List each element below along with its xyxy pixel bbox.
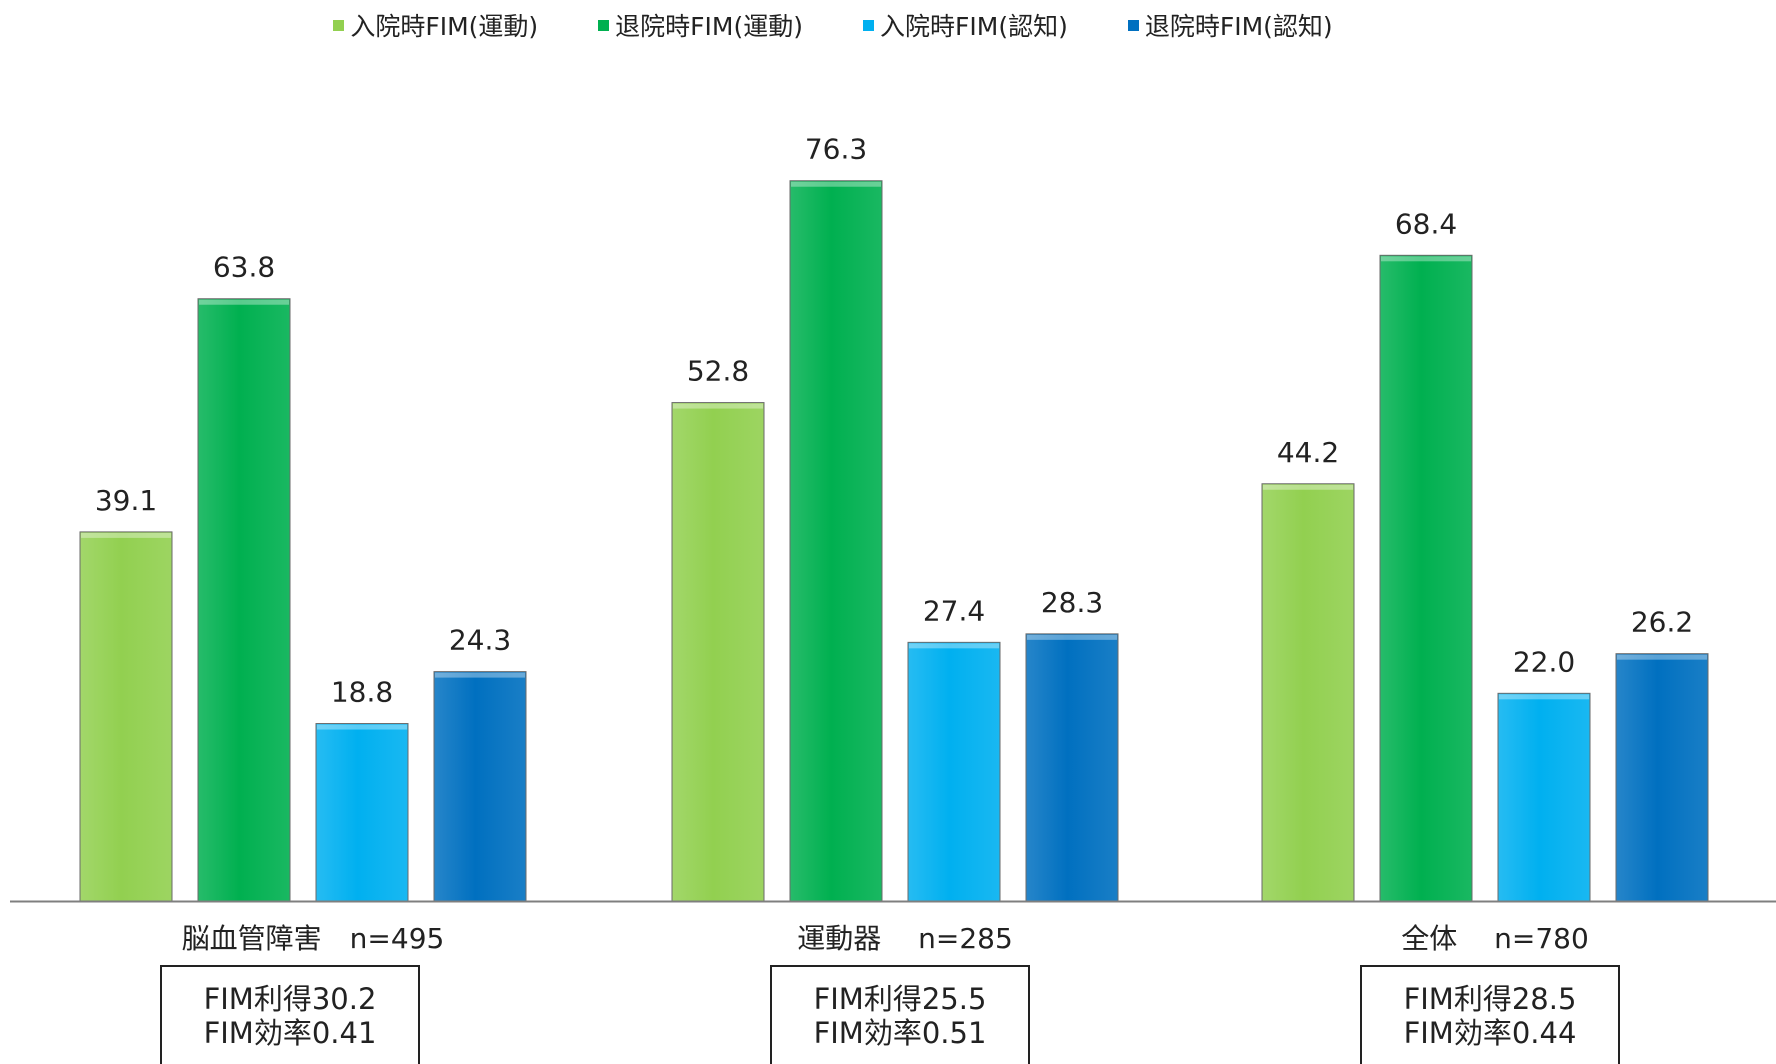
legend: 入院時FIM(運動) 退院時FIM(運動) 入院時FIM(認知) 退院時FIM(…: [0, 0, 1776, 50]
legend-item-admission-cognitive: 入院時FIM(認知): [863, 7, 1068, 43]
value-label: 44.2: [1277, 436, 1339, 469]
value-label: 63.8: [213, 251, 275, 284]
bar-bevel: [317, 724, 407, 730]
bar-overall-admission-cognitive: [1497, 692, 1591, 902]
category-label-musculoskeletal: 運動器 n=285: [797, 922, 1013, 955]
value-label: 24.3: [449, 624, 511, 657]
bar-bevel: [1027, 634, 1117, 640]
bar-musculoskeletal-admission-cognitive: [907, 641, 1001, 902]
summary-gain: FIM利得25.5: [813, 981, 987, 1016]
summary-box-overall: FIM利得28.5 FIM効率0.44: [1360, 965, 1620, 1064]
category-label-overall: 全体 n=780: [1401, 922, 1589, 955]
legend-item-discharge-motor: 退院時FIM(運動): [598, 7, 803, 43]
value-label: 68.4: [1395, 207, 1457, 240]
bar-musculoskeletal-discharge-motor: [789, 180, 883, 902]
value-label: 26.2: [1631, 606, 1693, 639]
summary-gain: FIM利得28.5: [1403, 981, 1577, 1016]
bar-musculoskeletal-discharge-cognitive: [1025, 633, 1119, 902]
legend-label-admission-motor: 入院時FIM(運動): [350, 12, 539, 41]
legend-swatch-discharge-motor: [598, 19, 610, 31]
legend-label-admission-cognitive: 入院時FIM(認知): [880, 12, 1068, 41]
bar-cerebrovascular-discharge-cognitive: [433, 671, 527, 902]
value-label: 18.8: [331, 676, 393, 709]
legend-swatch-discharge-cognitive: [1127, 19, 1139, 31]
bar-bevel: [1381, 256, 1471, 262]
summary-gain: FIM利得30.2: [203, 981, 377, 1016]
bar-bevel: [673, 403, 763, 409]
legend-label-discharge-cognitive: 退院時FIM(認知): [1144, 12, 1333, 41]
bar-bevel: [909, 643, 999, 649]
bar-musculoskeletal-admission-motor: [671, 402, 765, 902]
bar-cerebrovascular-admission-cognitive: [315, 723, 409, 902]
value-label: 39.1: [95, 484, 157, 517]
category-label-cerebrovascular: 脳血管障害 n=495: [182, 922, 445, 955]
bar-bevel: [1263, 484, 1353, 490]
bar-bevel: [791, 181, 881, 187]
summary-efficiency: FIM効率0.44: [1403, 1015, 1577, 1050]
legend-swatch-admission-motor: [333, 19, 345, 31]
bar-bevel: [1617, 654, 1707, 660]
bar-overall-discharge-motor: [1379, 254, 1473, 902]
value-label: 76.3: [805, 133, 867, 166]
legend-swatch-admission-cognitive: [863, 19, 874, 31]
value-label: 22.0: [1513, 645, 1575, 678]
legend-item-discharge-cognitive: 退院時FIM(認知): [1127, 7, 1333, 43]
bar-bevel: [1499, 694, 1589, 700]
bar-overall-discharge-cognitive: [1615, 653, 1709, 902]
summary-box-musculoskeletal: FIM利得25.5 FIM効率0.51: [770, 965, 1030, 1064]
bar-overall-admission-motor: [1261, 483, 1355, 902]
bar-bevel: [435, 672, 525, 678]
summary-efficiency: FIM効率0.41: [203, 1015, 377, 1050]
value-label: 28.3: [1041, 586, 1103, 619]
bar-bevel: [81, 532, 171, 538]
bar-cerebrovascular-admission-motor: [79, 531, 173, 902]
value-label: 27.4: [923, 594, 985, 627]
summary-efficiency: FIM効率0.51: [813, 1015, 987, 1050]
value-label: 52.8: [687, 355, 749, 388]
bar-bevel: [199, 299, 289, 305]
summary-box-cerebrovascular: FIM利得30.2 FIM効率0.41: [160, 965, 420, 1064]
legend-label-discharge-motor: 退院時FIM(運動): [615, 12, 803, 41]
legend-item-admission-motor: 入院時FIM(運動): [333, 7, 538, 43]
bar-cerebrovascular-discharge-motor: [197, 298, 291, 902]
